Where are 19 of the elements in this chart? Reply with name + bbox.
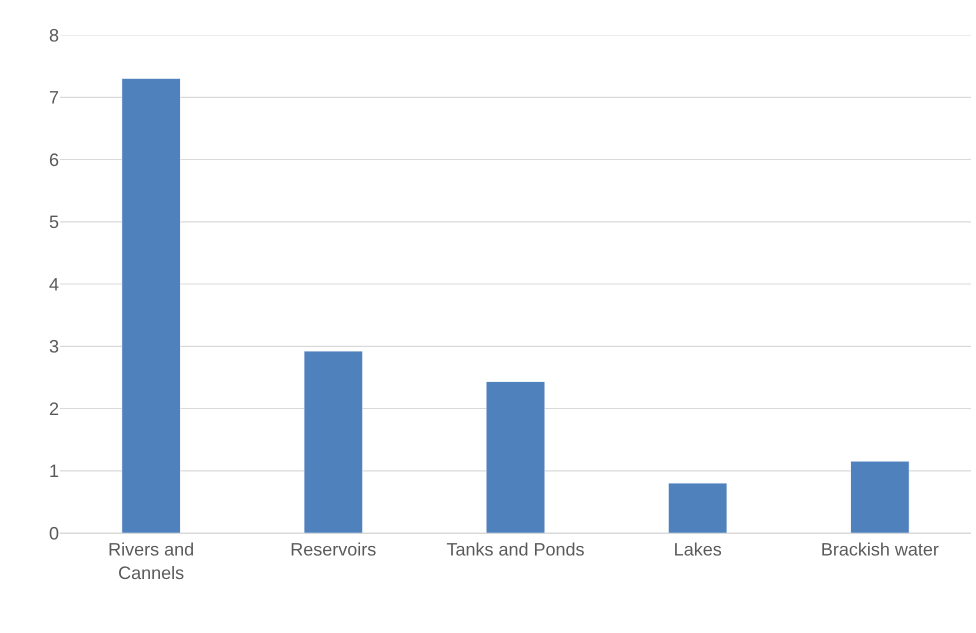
y-tick-label: 7 xyxy=(48,88,59,108)
y-tick-label: 4 xyxy=(48,274,59,294)
bar xyxy=(486,381,545,533)
y-tick-label: 6 xyxy=(48,150,59,170)
bar xyxy=(122,78,180,533)
y-tick-label: 2 xyxy=(48,398,59,419)
bar xyxy=(668,482,728,533)
y-tick-label: 3 xyxy=(48,336,59,357)
x-tick-label: Rivers and Cannels xyxy=(108,540,194,583)
x-tick-label: Lakes xyxy=(674,540,722,560)
y-tick-label: 1 xyxy=(48,461,59,482)
bar xyxy=(304,350,363,533)
bar xyxy=(850,461,910,533)
x-tick-label: Reservoirs xyxy=(290,540,376,560)
y-tick-label: 8 xyxy=(48,25,59,46)
y-tick-label: 5 xyxy=(48,212,59,232)
x-tick-label: Tanks and Ponds xyxy=(446,540,585,560)
y-tick-label: 0 xyxy=(48,523,59,544)
x-tick-label: Brackish water xyxy=(820,540,939,560)
